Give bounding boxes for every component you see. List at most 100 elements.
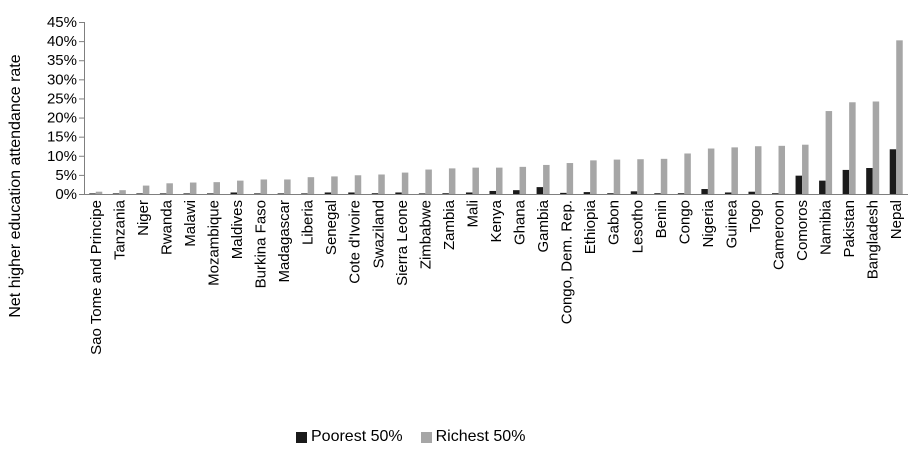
bar-poorest [795,175,803,194]
bar-richest [496,167,503,194]
bar-poorest [465,192,473,194]
bar-poorest [748,191,755,194]
x-tick-label: Liberia [300,199,317,245]
y-tick-label: 25% [47,90,77,107]
x-tick-label: Guinea [723,199,740,248]
x-tick-label: Cameroon [771,200,788,270]
x-tick-label: Comoros [794,200,811,261]
x-tick-label: Nepal [888,200,905,239]
bar-poorest [324,192,332,194]
bar-richest [142,185,150,194]
x-tick-label: Rwanda [158,199,175,255]
bar-poorest [254,193,261,194]
bar-poorest [654,193,661,194]
x-tick-label: Madagascar [276,200,293,283]
bar-poorest [371,193,379,194]
bar-richest [543,164,550,194]
bar-richest [754,146,762,194]
bar-poorest [607,193,614,194]
y-tick-label: 10% [47,148,77,165]
x-tick-label: Sao Tome and Principe [88,200,105,355]
bar-richest [731,147,738,194]
x-tick-label: Ethiopia [582,199,599,254]
x-tick-label: Zambia [441,199,458,250]
x-tick-label: Malawi [182,200,199,247]
legend-label-richest: Richest 50% [435,428,526,445]
bar-richest [472,167,479,194]
legend-item-richest: Richest 50% [420,428,526,446]
x-tick-label: Gambia [535,199,552,252]
y-tick-label: 30% [47,71,77,88]
bar-richest [613,159,621,194]
x-tick-label: Pakistan [841,200,858,258]
y-tick-label: 0% [55,186,77,203]
bar-richest [802,144,809,194]
bar-richest [684,153,691,194]
x-tick-label: Niger [135,200,152,236]
bar-poorest [442,193,449,194]
bar-richest [637,159,644,194]
bar-richest [566,163,574,194]
bar-poorest [301,193,308,194]
bar-richest [331,176,338,194]
x-tick-label: Swaziland [370,200,387,268]
bar-poorest [136,193,143,194]
x-tick-label: Cote d'Ivoire [347,200,364,284]
bar-richest [213,182,220,194]
bar-richest [825,111,833,194]
bar-poorest [206,193,214,194]
x-tick-label: Nigeria [700,199,717,247]
y-tick-label: 35% [47,52,77,69]
x-tick-label: Burkina Faso [253,200,270,288]
x-tick-label: Sierra Leone [394,200,411,286]
bar-richest [778,145,786,194]
y-tick-label: 15% [47,129,77,146]
x-tick-label: Ghana [512,199,529,245]
x-tick-label: Tanzania [111,199,128,260]
bar-richest [707,148,715,194]
bar-richest [189,182,197,194]
bar-richest [378,174,385,194]
legend-swatch-poorest [296,431,307,443]
x-tick-label: Congo [676,200,693,244]
x-tick-label: Mozambique [205,200,222,286]
bar-richest [119,190,126,194]
x-tick-label: Congo, Dem. Rep. [559,200,576,324]
bar-poorest [277,193,285,194]
bar-richest [166,183,173,194]
bar-richest [519,166,527,194]
x-tick-label: Gabon [606,200,623,245]
bar-richest [260,179,268,194]
x-tick-label: Bangladesh [865,200,882,279]
bar-poorest [701,189,708,194]
bar-poorest [536,187,544,194]
x-tick-label: Benin [653,200,670,238]
bar-poorest [842,169,850,194]
x-tick-label: Togo [747,200,764,233]
bar-poorest [677,193,685,194]
bar-poorest [89,193,96,194]
x-tick-label: Mali [464,200,481,228]
bar-richest [95,191,103,194]
bar-poorest [489,190,496,194]
legend-item-poorest: Poorest 50% [296,428,403,446]
bar-richest [284,179,291,194]
bar-poorest [724,192,732,194]
bar-poorest [583,192,591,194]
bar-richest [237,180,244,194]
bar-poorest [159,193,167,194]
bar-richest [448,168,456,194]
bar-poorest [630,191,638,194]
bar-poorest [889,149,897,194]
legend: Poorest 50% Richest 50% [296,426,525,448]
bar-richest [425,169,432,194]
x-tick-label: Maldives [229,200,246,259]
bar-poorest [183,193,190,194]
bar-poorest [866,168,873,194]
bar-richest [872,101,880,194]
bar-poorest [513,190,520,194]
bar-richest [307,177,315,194]
y-tick-label: 5% [55,167,77,184]
x-tick-label: Kenya [488,199,505,242]
